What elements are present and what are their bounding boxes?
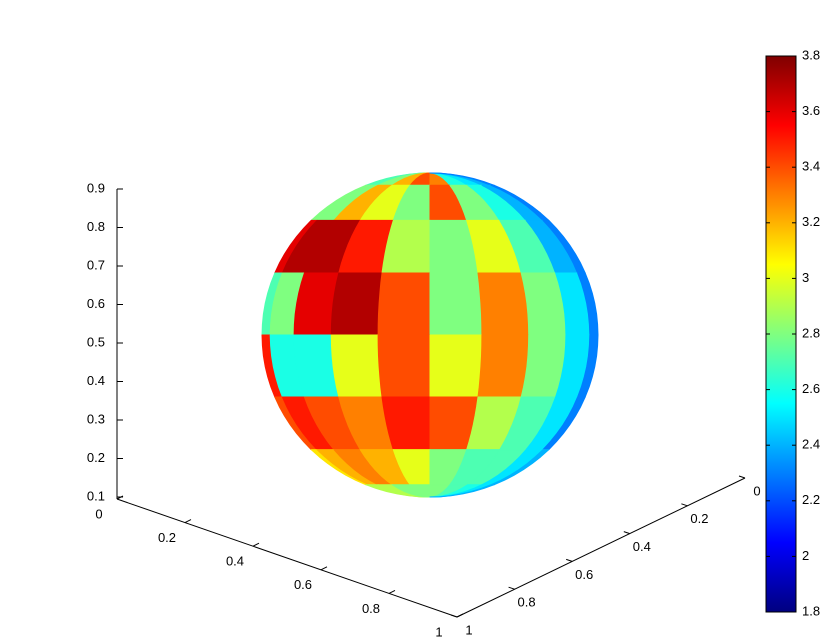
x-tick	[456, 613, 464, 618]
z-tick-label: 0.8	[87, 219, 105, 234]
surface-patch	[330, 272, 383, 336]
surface-patch	[377, 334, 431, 398]
x-tick-label: 0.6	[294, 577, 312, 592]
sphere	[261, 172, 599, 498]
colorbar-tick-label: 2.2	[802, 492, 820, 507]
z-tick-label: 0.7	[87, 257, 105, 272]
colorbar-tick-label: 2	[802, 548, 809, 563]
y-tick-label: 0.4	[633, 539, 651, 554]
z-tick-label: 0.1	[87, 488, 105, 503]
colorbar-tick-label: 1.8	[802, 603, 820, 618]
x-tick	[388, 589, 396, 594]
surface-patch	[429, 272, 483, 336]
y-axis	[456, 477, 746, 618]
colorbar-tick-label: 3.8	[802, 47, 820, 62]
surface-patch	[429, 334, 483, 398]
colorbar-tick-label: 3.2	[802, 214, 820, 229]
x-tick	[184, 519, 192, 524]
x-tick-label: 1	[435, 624, 442, 639]
colorbar-tick-label: 3.4	[802, 159, 820, 174]
colorbar-tick-label: 2.8	[802, 325, 820, 340]
surface-patch	[477, 272, 530, 336]
colorbar-tick-label: 3	[802, 270, 809, 285]
y-tick	[508, 586, 515, 590]
x-tick-label: 0.2	[158, 530, 176, 545]
surface-patch	[429, 484, 495, 498]
y-tick	[681, 503, 688, 507]
y-tick	[623, 531, 630, 535]
x-tick	[252, 542, 260, 547]
y-tick-label: 0.2	[690, 511, 708, 526]
x-tick	[116, 495, 124, 500]
y-tick-label: 1	[465, 622, 472, 637]
surface-patch	[377, 272, 431, 336]
y-tick-label: 0	[753, 483, 760, 498]
z-tick-label: 0.3	[87, 411, 105, 426]
colorbar-tick-label: 3.6	[802, 103, 820, 118]
x-tick	[320, 566, 328, 571]
surface-patch	[477, 334, 530, 398]
surface-patch	[330, 334, 383, 398]
colorbar	[765, 55, 797, 613]
z-tick-label: 0.5	[87, 334, 105, 349]
x-axis	[116, 498, 458, 618]
y-tick-label: 0.8	[518, 595, 536, 610]
x-tick-label: 0.4	[226, 554, 244, 569]
z-tick-label: 0.6	[87, 296, 105, 311]
x-tick-label: 0.8	[362, 601, 380, 616]
y-tick	[566, 558, 573, 562]
z-tick-label: 0.4	[87, 373, 105, 388]
colorbar-tick-label: 2.4	[802, 437, 820, 452]
z-tick-label: 0.9	[87, 180, 105, 195]
colorbar-tick-label: 2.6	[802, 381, 820, 396]
z-tick-label: 0.2	[87, 450, 105, 465]
x-tick-label: 0	[95, 506, 102, 521]
y-tick	[738, 475, 746, 479]
y-tick-label: 0.6	[575, 567, 593, 582]
y-tick	[450, 614, 458, 618]
